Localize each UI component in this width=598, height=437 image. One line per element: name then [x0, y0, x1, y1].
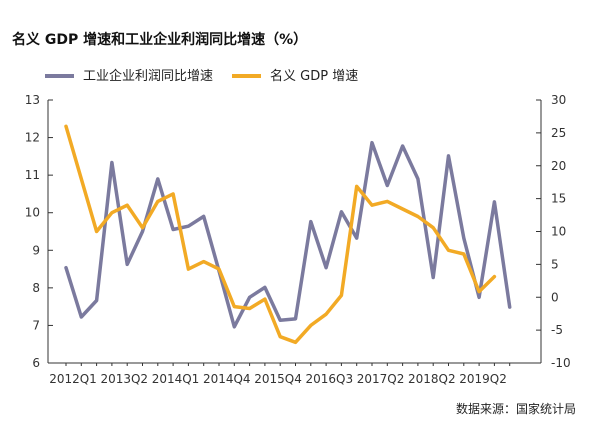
left-tick-label: 8 [32, 281, 40, 295]
chart-title: 名义 GDP 增速和工业企业利润同比增速（%） [12, 31, 307, 48]
source-note: 数据来源：国家统计局 [456, 401, 576, 416]
x-tick-label: 2014Q1 [152, 372, 200, 386]
legend-label-gdp: 名义 GDP 增速 [270, 68, 358, 84]
left-tick-label: 11 [25, 168, 40, 182]
x-tick-label: 2019Q2 [459, 372, 507, 386]
series-line-gdp [64, 124, 497, 345]
right-tick-label: 0 [551, 290, 559, 304]
x-tick-label: 2018Q2 [408, 372, 456, 386]
x-tick-label: 2014Q4 [203, 372, 251, 386]
legend: 工业企业利润同比增速 名义 GDP 增速 [45, 68, 358, 84]
x-tick-label: 2012Q1 [49, 372, 97, 386]
right-tick-label: 25 [551, 126, 566, 140]
x-tick-label: 2015Q4 [254, 372, 302, 386]
right-tick-label: 20 [551, 159, 566, 173]
left-tick-label: 9 [32, 243, 40, 257]
right-tick-label: -5 [551, 323, 563, 337]
x-axis-ticks: 2012Q1 2013Q2 2014Q1 2014Q4 2015Q4 2016Q3 2017… [49, 363, 511, 386]
left-tick-label: 10 [25, 206, 40, 220]
left-tick-label: 7 [32, 318, 40, 332]
x-tick-label: 2016Q3 [305, 372, 353, 386]
right-tick-label: -10 [551, 356, 571, 370]
x-tick-label: 2017Q2 [357, 372, 405, 386]
right-tick-label: 30 [551, 93, 566, 107]
right-tick-label: 15 [551, 192, 566, 206]
left-tick-label: 6 [32, 356, 40, 370]
legend-label-profit: 工业企业利润同比增速 [83, 68, 213, 84]
left-tick-label: 12 [25, 131, 40, 145]
right-tick-label: 5 [551, 257, 559, 271]
right-axis-ticks: -10 -5 0 5 10 15 20 25 30 [536, 93, 571, 370]
left-axis-ticks: 6 7 8 9 10 11 12 13 [25, 93, 53, 370]
left-tick-label: 13 [25, 93, 40, 107]
right-tick-label: 10 [551, 225, 566, 239]
series-layer [64, 124, 512, 345]
series-line-profit [64, 140, 512, 329]
x-tick-label: 2013Q2 [100, 372, 148, 386]
